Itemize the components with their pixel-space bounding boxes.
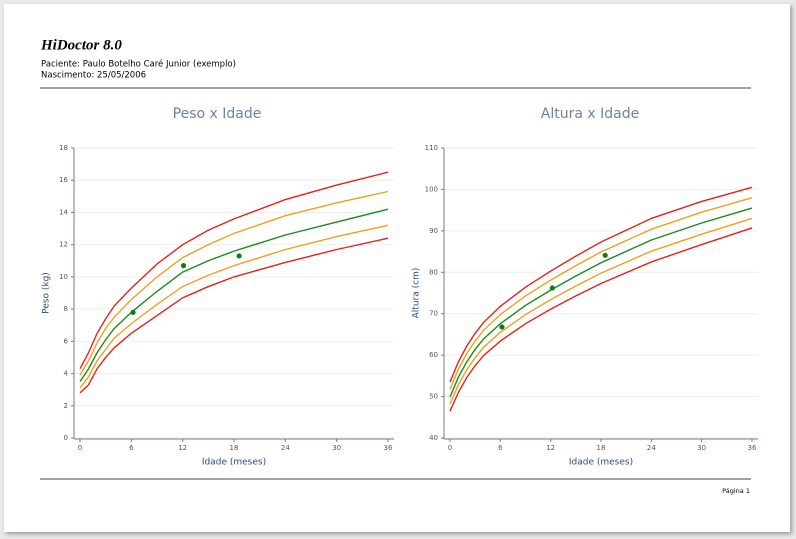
x-axis-label: Idade (meses) bbox=[569, 458, 633, 468]
x-tick-label: 18 bbox=[597, 444, 606, 452]
measurement-point bbox=[499, 324, 505, 330]
chart-title: Altura x Idade bbox=[541, 106, 639, 122]
measurement-point bbox=[130, 309, 136, 315]
y-tick-label: 40 bbox=[429, 434, 438, 442]
y-tick-label: 14 bbox=[59, 208, 68, 216]
x-tick-label: 6 bbox=[129, 444, 134, 452]
y-tick-label: 12 bbox=[59, 241, 68, 249]
curve bbox=[449, 207, 753, 398]
x-tick-label: 12 bbox=[178, 444, 187, 452]
x-tick-label: 36 bbox=[748, 444, 757, 452]
y-tick-label: 50 bbox=[429, 393, 438, 401]
curve bbox=[79, 224, 389, 389]
y-axis-label: Peso (kg) bbox=[42, 272, 52, 314]
x-tick-label: 18 bbox=[230, 444, 239, 452]
y-tick-label: 70 bbox=[429, 310, 438, 318]
x-axis-label: Idade (meses) bbox=[202, 458, 266, 468]
x-tick-label: 24 bbox=[647, 444, 656, 452]
birth: Nascimento: 25/05/2006 bbox=[41, 71, 146, 81]
patient: Paciente: Paulo Botelho Caré Junior (exe… bbox=[41, 59, 236, 70]
curve bbox=[449, 217, 753, 405]
y-tick-label: 10 bbox=[59, 273, 68, 281]
y-tick-label: 90 bbox=[429, 227, 438, 235]
measurement-point bbox=[602, 252, 608, 258]
y-tick-label: 110 bbox=[425, 144, 438, 152]
curve bbox=[449, 197, 753, 390]
measurement-point bbox=[549, 285, 555, 291]
chart-title: Peso x Idade bbox=[173, 106, 262, 122]
x-tick-label: 24 bbox=[281, 444, 290, 452]
y-tick-label: 100 bbox=[425, 185, 438, 193]
curve bbox=[449, 186, 753, 383]
x-tick-label: 36 bbox=[384, 444, 393, 452]
sheet bbox=[4, 4, 790, 532]
x-tick-label: 30 bbox=[697, 444, 706, 452]
x-tick-label: 6 bbox=[498, 444, 503, 452]
y-tick-label: 4 bbox=[64, 370, 69, 378]
y-axis-label: Altura (cm) bbox=[412, 268, 422, 319]
y-tick-label: 6 bbox=[64, 337, 69, 345]
x-tick-label: 12 bbox=[546, 444, 555, 452]
y-tick-label: 8 bbox=[64, 305, 68, 313]
curve bbox=[79, 208, 389, 382]
y-tick-label: 60 bbox=[429, 351, 438, 359]
curve bbox=[449, 227, 753, 412]
y-tick-label: 80 bbox=[429, 268, 438, 276]
y-tick-label: 2 bbox=[64, 402, 68, 410]
x-tick-label: 30 bbox=[332, 444, 341, 452]
curve bbox=[79, 171, 389, 370]
y-tick-label: 16 bbox=[59, 176, 68, 184]
y-tick-label: 0 bbox=[64, 434, 68, 442]
x-tick-label: 0 bbox=[448, 444, 452, 452]
app-title: HiDoctor 8.0 bbox=[40, 37, 122, 53]
curve bbox=[79, 237, 389, 394]
x-tick-label: 0 bbox=[78, 444, 82, 452]
measurement-point bbox=[180, 263, 187, 269]
page-number: Página 1 bbox=[722, 487, 750, 495]
curve bbox=[79, 190, 389, 376]
y-tick-label: 18 bbox=[59, 144, 68, 152]
measurement-point bbox=[236, 253, 242, 259]
